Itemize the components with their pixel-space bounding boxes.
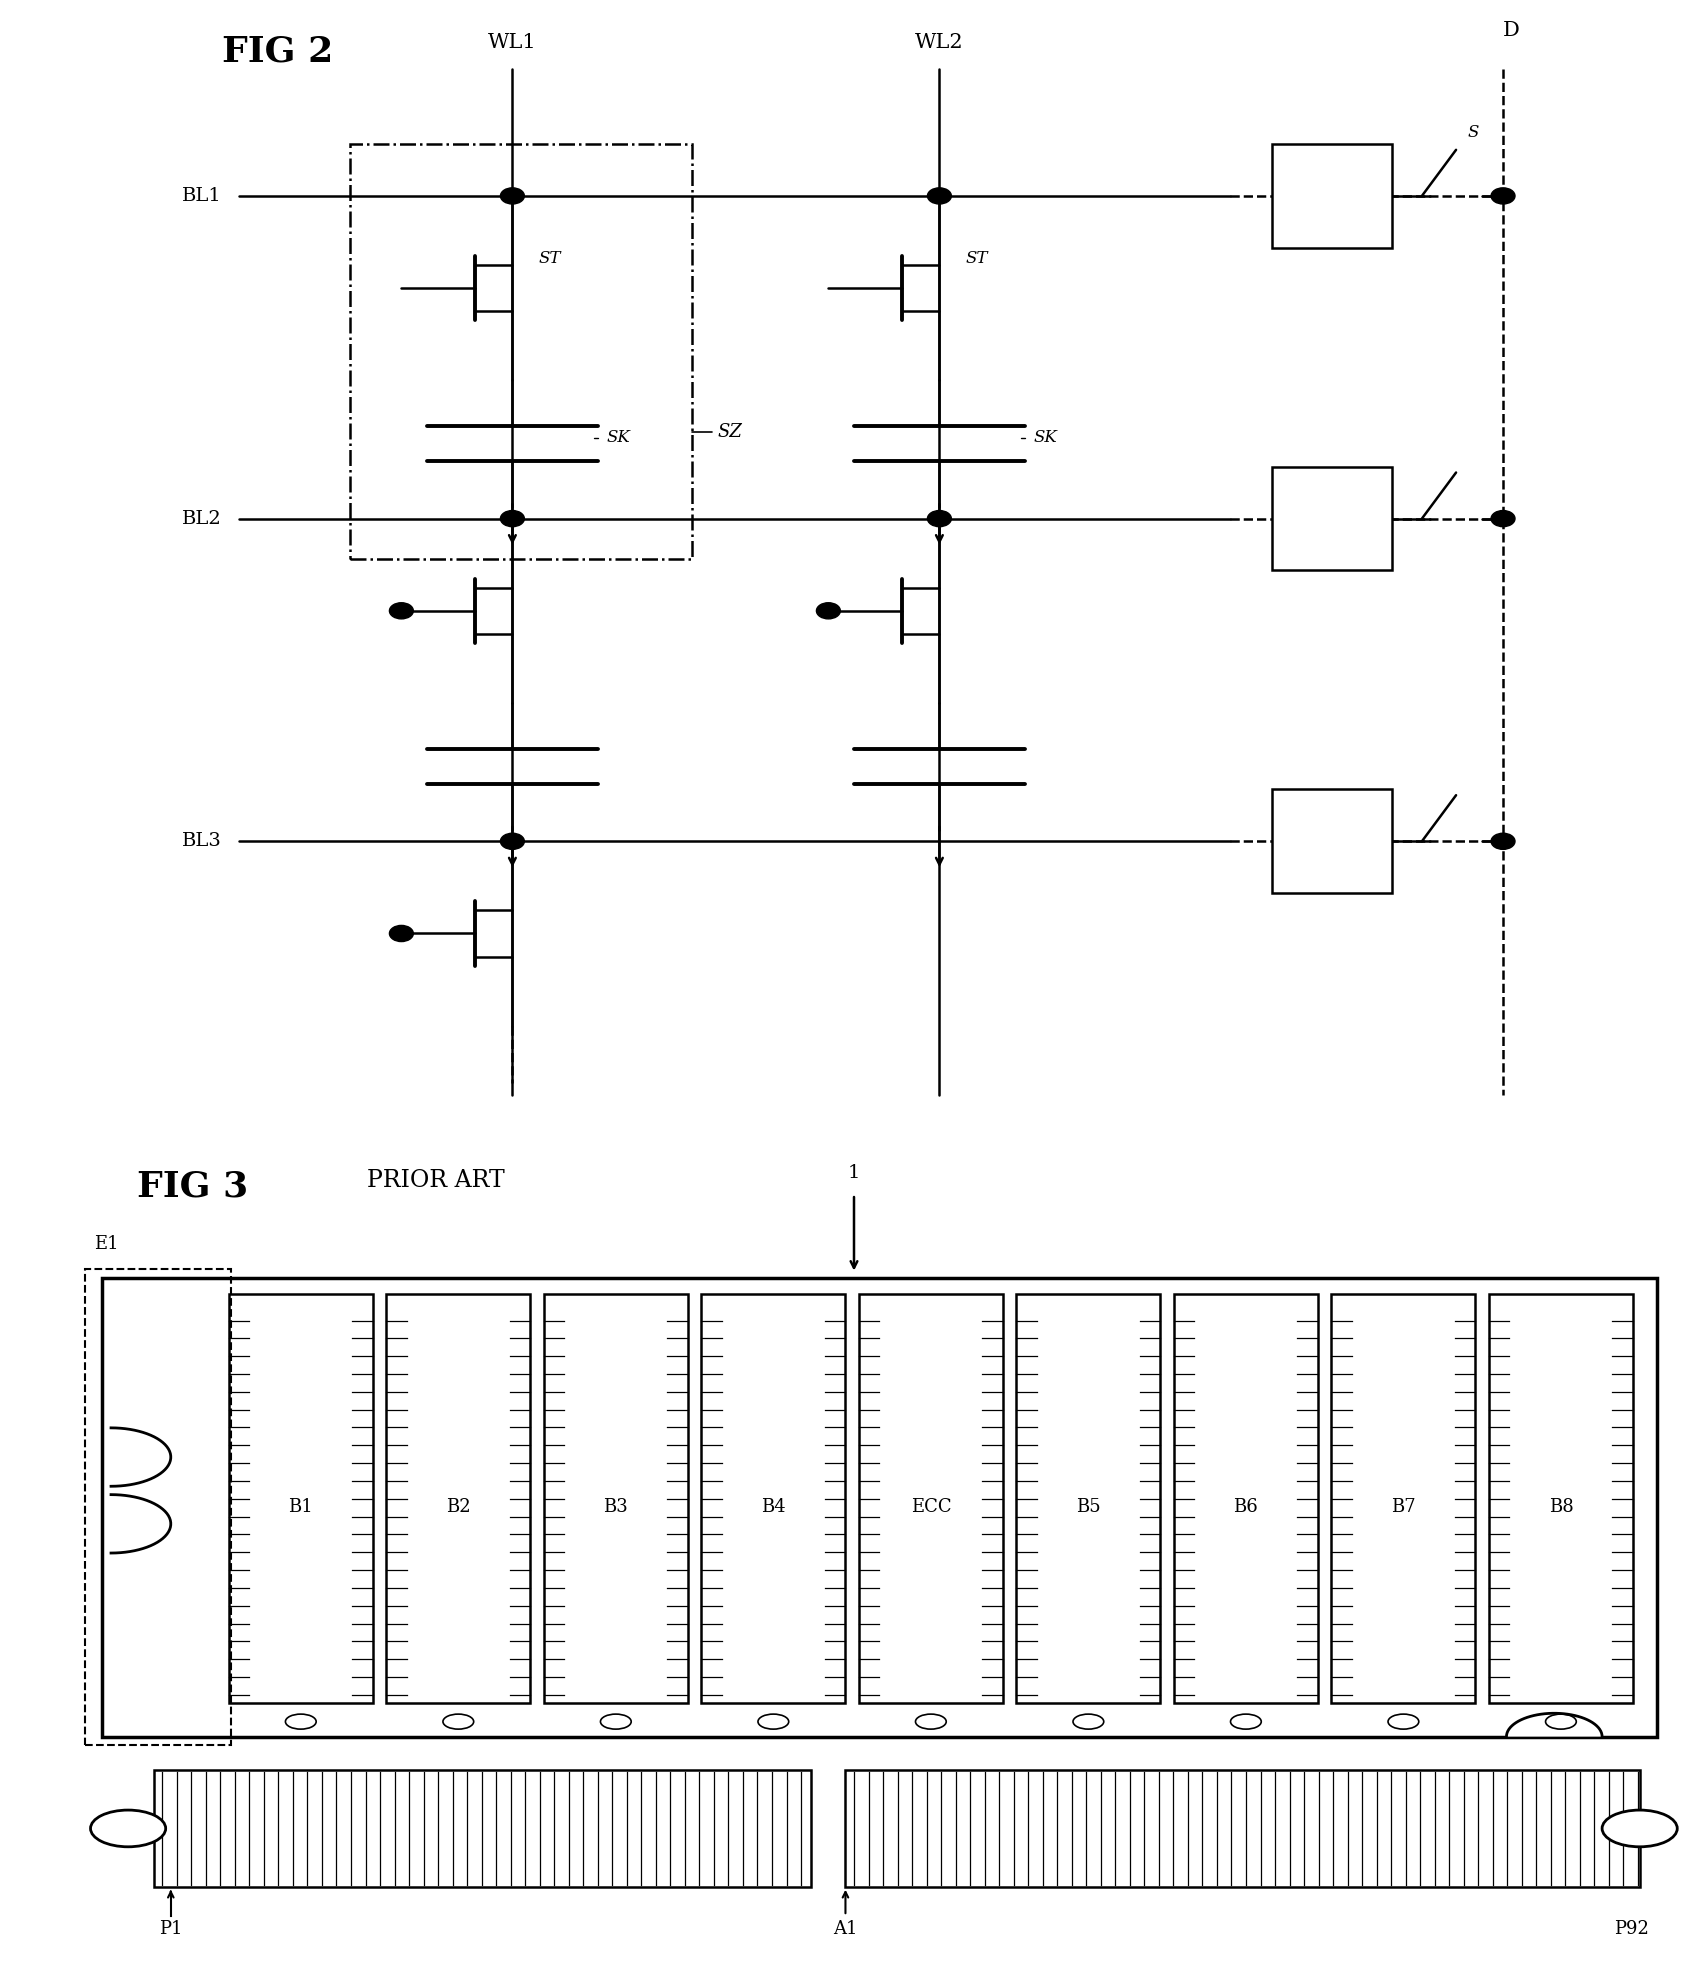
Circle shape bbox=[758, 1715, 789, 1729]
Polygon shape bbox=[1506, 1713, 1601, 1737]
Text: SZ: SZ bbox=[717, 423, 743, 441]
Text: LV: LV bbox=[1321, 187, 1342, 205]
Bar bbox=[229, 1294, 372, 1703]
Circle shape bbox=[285, 1715, 316, 1729]
Text: B5: B5 bbox=[1075, 1498, 1099, 1516]
Circle shape bbox=[601, 1715, 632, 1729]
Bar bbox=[702, 1294, 845, 1703]
Text: 1: 1 bbox=[847, 1164, 860, 1182]
Circle shape bbox=[915, 1715, 946, 1729]
Circle shape bbox=[442, 1715, 473, 1729]
Circle shape bbox=[1490, 189, 1514, 205]
Circle shape bbox=[1072, 1715, 1103, 1729]
Bar bbox=[350, 145, 691, 558]
Circle shape bbox=[927, 511, 951, 527]
Circle shape bbox=[389, 926, 413, 942]
Text: D: D bbox=[1502, 22, 1519, 40]
Text: P92: P92 bbox=[1613, 1919, 1647, 1937]
Bar bbox=[543, 1294, 688, 1703]
Circle shape bbox=[816, 602, 840, 618]
Text: B7: B7 bbox=[1389, 1498, 1415, 1516]
Text: BL3: BL3 bbox=[183, 833, 222, 850]
Text: B2: B2 bbox=[446, 1498, 471, 1516]
Text: P1: P1 bbox=[159, 1919, 183, 1937]
Bar bbox=[1489, 1294, 1632, 1703]
Circle shape bbox=[1490, 511, 1514, 527]
Text: B4: B4 bbox=[761, 1498, 785, 1516]
Text: B1: B1 bbox=[288, 1498, 312, 1516]
Text: FIG 2: FIG 2 bbox=[222, 34, 333, 70]
Text: SK: SK bbox=[1033, 429, 1057, 447]
Bar bbox=[859, 1294, 1002, 1703]
Circle shape bbox=[389, 602, 413, 618]
Circle shape bbox=[1601, 1810, 1676, 1846]
Bar bbox=[1272, 789, 1391, 894]
Text: B6: B6 bbox=[1232, 1498, 1258, 1516]
Bar bbox=[1331, 1294, 1475, 1703]
Text: BL1: BL1 bbox=[183, 187, 222, 205]
Bar bbox=[1016, 1294, 1159, 1703]
Circle shape bbox=[1545, 1715, 1576, 1729]
Bar bbox=[845, 1770, 1639, 1888]
Text: A1: A1 bbox=[833, 1919, 857, 1937]
Text: S: S bbox=[1466, 123, 1478, 141]
Circle shape bbox=[500, 833, 524, 848]
Text: WL1: WL1 bbox=[488, 34, 536, 52]
Text: ST: ST bbox=[964, 250, 987, 268]
Bar bbox=[1173, 1294, 1318, 1703]
Text: FIG 3: FIG 3 bbox=[137, 1168, 248, 1204]
Circle shape bbox=[90, 1810, 166, 1846]
Circle shape bbox=[500, 511, 524, 527]
Bar bbox=[154, 1770, 811, 1888]
Text: B8: B8 bbox=[1548, 1498, 1572, 1516]
Bar bbox=[1272, 467, 1391, 570]
Circle shape bbox=[500, 189, 524, 205]
Bar bbox=[1272, 145, 1391, 248]
Text: BL2: BL2 bbox=[183, 509, 222, 529]
Circle shape bbox=[1490, 833, 1514, 848]
Circle shape bbox=[1229, 1715, 1260, 1729]
Circle shape bbox=[1388, 1715, 1419, 1729]
Bar bbox=[85, 1270, 230, 1745]
Text: B3: B3 bbox=[603, 1498, 628, 1516]
Text: ST: ST bbox=[538, 250, 560, 268]
Bar bbox=[102, 1278, 1656, 1737]
Text: WL2: WL2 bbox=[915, 34, 963, 52]
Text: E1: E1 bbox=[94, 1234, 118, 1252]
Text: PRIOR ART: PRIOR ART bbox=[367, 1168, 505, 1192]
Text: SK: SK bbox=[606, 429, 630, 447]
Circle shape bbox=[927, 189, 951, 205]
Bar bbox=[386, 1294, 529, 1703]
Text: ECC: ECC bbox=[910, 1498, 951, 1516]
